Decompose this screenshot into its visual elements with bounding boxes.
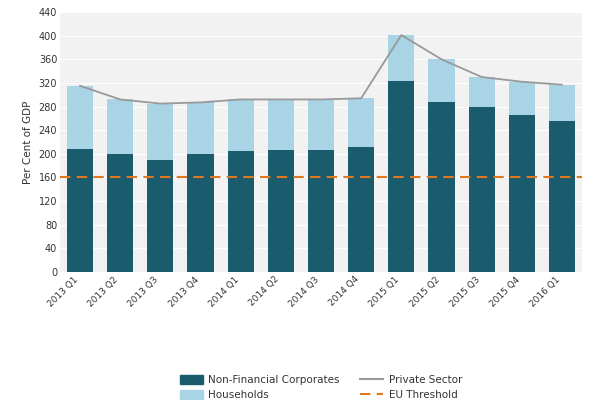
Bar [107,100,133,154]
Bar [388,35,415,81]
Bar [428,102,455,272]
Bar [348,147,374,272]
Bar [469,106,494,272]
Bar [187,154,214,272]
Bar [268,150,294,272]
Bar [268,100,294,150]
Bar [388,81,415,272]
Bar [549,121,575,272]
Bar [549,85,575,121]
Bar [509,116,535,272]
Bar [67,86,93,149]
Bar [308,100,334,150]
Bar [148,160,173,272]
Bar [509,82,535,116]
Legend: Non-Financial Corporates, Households, Private Sector, EU Threshold: Non-Financial Corporates, Households, Pr… [176,371,466,400]
Bar [187,102,214,154]
Bar [348,98,374,147]
Bar [308,150,334,272]
Bar [469,77,494,106]
Y-axis label: Per Cent of GDP: Per Cent of GDP [23,100,33,184]
Bar [148,104,173,160]
Bar [227,151,254,272]
Bar [107,154,133,272]
Bar [67,149,93,272]
Bar [227,100,254,151]
Bar [428,59,455,102]
